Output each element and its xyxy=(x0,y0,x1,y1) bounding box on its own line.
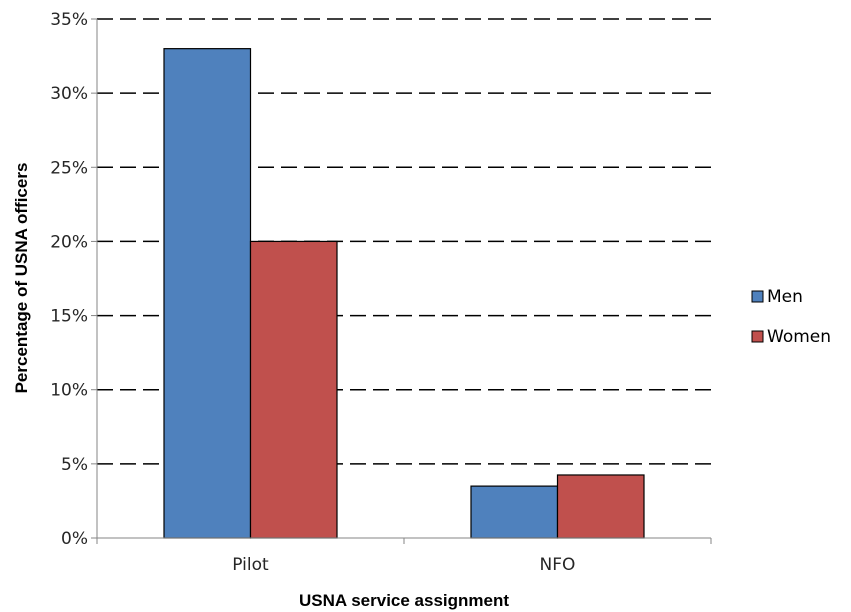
y-tick-label: 10% xyxy=(50,381,88,401)
bar-men-pilot xyxy=(163,48,252,539)
x-tick-label: Pilot xyxy=(232,555,269,575)
legend-swatch-women xyxy=(751,330,764,343)
bar-women-pilot xyxy=(249,240,338,539)
x-tick-label: NFO xyxy=(540,555,576,575)
y-tick-label: 15% xyxy=(50,307,88,327)
y-tick-label: 25% xyxy=(50,158,88,178)
legend-label-women: Women xyxy=(767,327,831,347)
y-tick-label: 35% xyxy=(50,10,88,30)
legend-label-men: Men xyxy=(767,287,803,307)
y-tick-label: 30% xyxy=(50,84,88,104)
bar-women-nfo xyxy=(556,474,645,539)
x-axis-title: USNA service assignment xyxy=(299,591,509,610)
x-tick-labels: Pilot NFO xyxy=(232,555,575,575)
y-tick-labels: 0% 5% 10% 15% 20% 25% 30% 35% xyxy=(50,10,88,549)
y-tick-label: 0% xyxy=(61,529,88,549)
y-tick-label: 20% xyxy=(50,232,88,252)
legend-swatch-men xyxy=(751,290,764,303)
y-axis-title: Percentage of USNA officers xyxy=(12,163,31,394)
axes xyxy=(96,19,711,539)
legend: Men Women xyxy=(751,287,831,347)
bars xyxy=(163,48,645,539)
y-tick-label: 5% xyxy=(61,455,88,475)
bar-men-nfo xyxy=(470,485,559,539)
